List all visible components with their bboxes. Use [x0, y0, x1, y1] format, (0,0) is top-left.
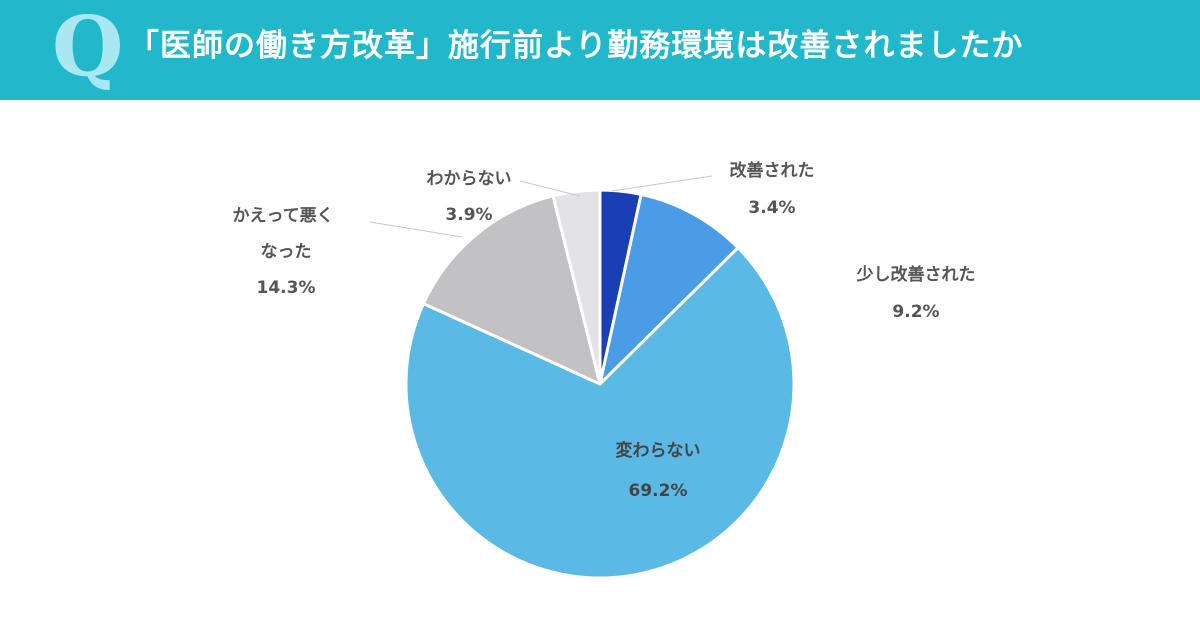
leader-line-wakaranai	[519, 180, 581, 197]
slice-value-akuku: 14.3%	[257, 278, 316, 298]
slice-value-kawaranai: 69.2%	[629, 481, 688, 501]
q-mark: Q	[52, 0, 124, 95]
leader-line-akuku	[369, 221, 463, 238]
slice-value-sukoshi-kaizen: 9.2%	[892, 302, 939, 322]
slice-label-kaizen: 改善された	[730, 160, 815, 181]
pie-slice-sukoshi-kaizen	[598, 192, 740, 386]
slice-value-kaizen: 3.4%	[748, 198, 795, 218]
slice-label-akuku: かえって悪く なった	[232, 206, 339, 262]
leader-line-kaizen	[611, 175, 713, 192]
pie-slice-wakaranai	[551, 188, 602, 386]
question-header: Q 「医師の働き方改革」施行前より勤務環境は改善されましたか	[0, 0, 1200, 100]
question-title: 「医師の働き方改革」施行前より勤務環境は改善されましたか	[128, 28, 1024, 64]
slice-value-wakaranai: 3.9%	[445, 205, 492, 225]
pie-slice-kawaranai	[404, 246, 796, 580]
slice-label-wakaranai: わからない	[427, 169, 512, 189]
pie-slice-akuku	[421, 194, 602, 386]
slice-label-kawaranai: 変わらない	[616, 440, 701, 461]
slice-label-sukoshi-kaizen: 少し改善された	[856, 264, 976, 285]
